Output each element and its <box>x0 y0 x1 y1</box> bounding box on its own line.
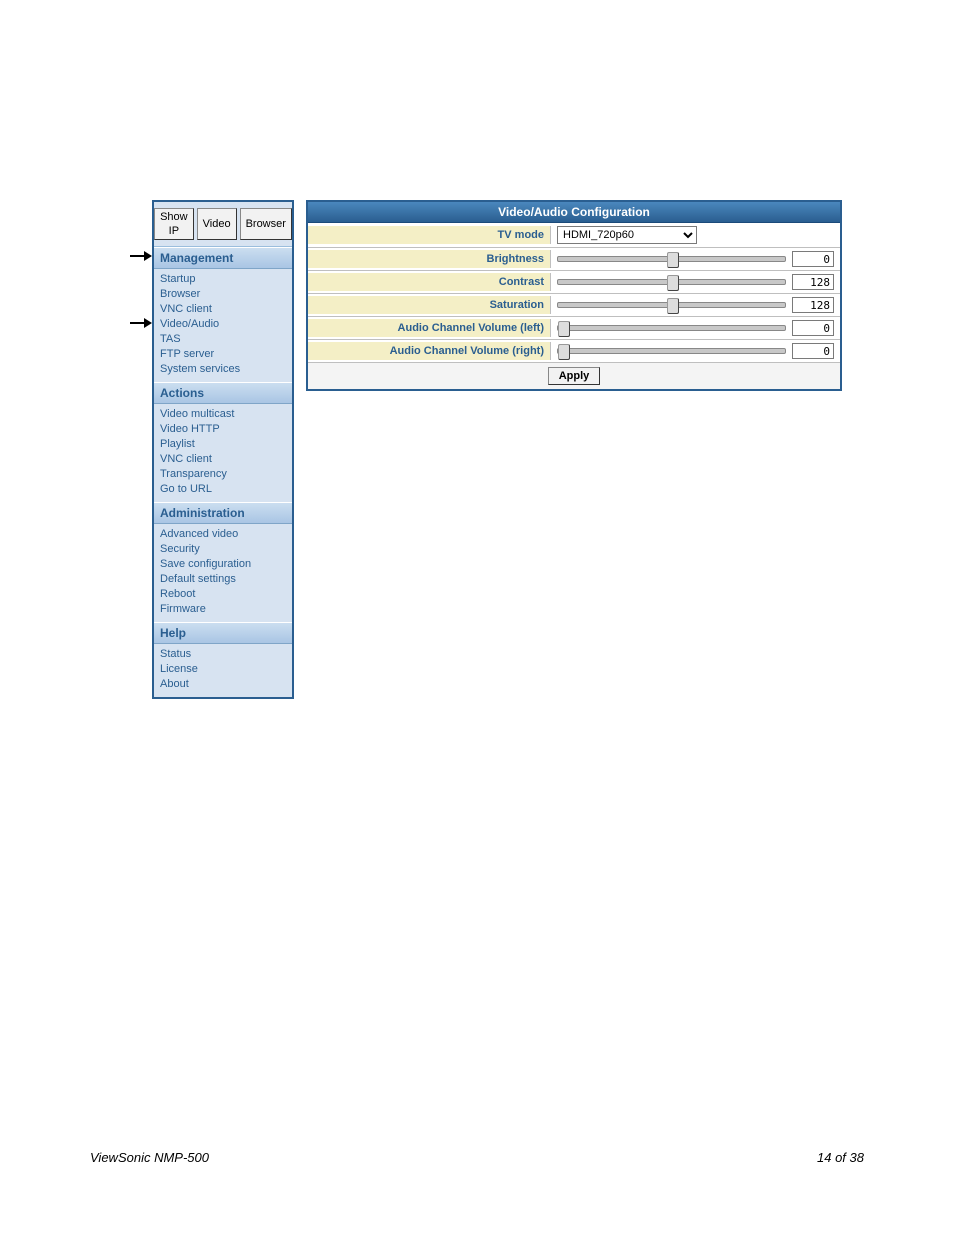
config-row-tv-mode: TV mode HDMI_720p60 <box>308 223 840 248</box>
sidebar-section-body-help: StatusLicenseAbout <box>154 644 292 697</box>
sidebar-item-license[interactable]: License <box>160 662 286 677</box>
sidebar-section-header-administration: Administration <box>154 502 292 524</box>
sidebar-section-body-actions: Video multicastVideo HTTPPlaylistVNC cli… <box>154 404 292 502</box>
sidebar-item-security[interactable]: Security <box>160 542 286 557</box>
sidebar-item-go-to-url[interactable]: Go to URL <box>160 482 286 497</box>
sidebar-top-button-video[interactable]: Video <box>197 208 237 240</box>
slider-thumb[interactable] <box>667 252 679 268</box>
slider-value-input[interactable] <box>792 320 834 336</box>
pointer-arrow <box>130 251 152 261</box>
sidebar-item-advanced-video[interactable]: Advanced video <box>160 527 286 542</box>
sidebar-item-playlist[interactable]: Playlist <box>160 437 286 452</box>
config-label: Contrast <box>308 273 551 291</box>
apply-button[interactable]: Apply <box>548 367 601 385</box>
sidebar-top-button-browser[interactable]: Browser <box>240 208 292 240</box>
sidebar-item-tas[interactable]: TAS <box>160 332 286 347</box>
sidebar-item-ftp-server[interactable]: FTP server <box>160 347 286 362</box>
slider-value-input[interactable] <box>792 251 834 267</box>
apply-row: Apply <box>308 363 840 389</box>
sidebar-item-status[interactable]: Status <box>160 647 286 662</box>
config-label: Audio Channel Volume (left) <box>308 319 551 337</box>
sidebar-item-startup[interactable]: Startup <box>160 272 286 287</box>
sidebar: Show IPVideoBrowser ManagementStartupBro… <box>152 200 294 699</box>
sidebar-item-video-http[interactable]: Video HTTP <box>160 422 286 437</box>
slider-thumb[interactable] <box>558 344 570 360</box>
video-audio-config-panel: Video/Audio Configuration TV mode HDMI_72… <box>306 200 842 391</box>
sidebar-item-firmware[interactable]: Firmware <box>160 602 286 617</box>
slider-track[interactable] <box>557 279 786 285</box>
sidebar-item-browser[interactable]: Browser <box>160 287 286 302</box>
config-row-audio-channel-volume-right-: Audio Channel Volume (right) <box>308 340 840 363</box>
sidebar-item-video-audio[interactable]: Video/Audio <box>160 317 286 332</box>
config-row-audio-channel-volume-left-: Audio Channel Volume (left) <box>308 317 840 340</box>
config-field <box>551 317 840 339</box>
slider-thumb[interactable] <box>558 321 570 337</box>
slider-thumb[interactable] <box>667 275 679 291</box>
page-footer: ViewSonic NMP-500 14 of 38 <box>90 1150 864 1165</box>
sidebar-item-video-multicast[interactable]: Video multicast <box>160 407 286 422</box>
config-label: Brightness <box>308 250 551 268</box>
config-field <box>551 248 840 270</box>
sidebar-item-reboot[interactable]: Reboot <box>160 587 286 602</box>
sidebar-item-vnc-client[interactable]: VNC client <box>160 302 286 317</box>
sidebar-section-header-actions: Actions <box>154 382 292 404</box>
sidebar-section-body-administration: Advanced videoSecuritySave configuration… <box>154 524 292 622</box>
sidebar-item-save-configuration[interactable]: Save configuration <box>160 557 286 572</box>
slider-track[interactable] <box>557 325 786 331</box>
config-label: Saturation <box>308 296 551 314</box>
config-row-contrast: Contrast <box>308 271 840 294</box>
config-label: TV mode <box>308 226 551 244</box>
slider-track[interactable] <box>557 348 786 354</box>
slider-track[interactable] <box>557 302 786 308</box>
sidebar-item-system-services[interactable]: System services <box>160 362 286 377</box>
sidebar-top-button-show-ip[interactable]: Show IP <box>154 208 194 240</box>
footer-left: ViewSonic NMP-500 <box>90 1150 209 1165</box>
sidebar-section-header-help: Help <box>154 622 292 644</box>
sidebar-section-body-management: StartupBrowserVNC clientVideo/AudioTASFT… <box>154 269 292 382</box>
slider-value-input[interactable] <box>792 274 834 290</box>
config-field <box>551 294 840 316</box>
config-field <box>551 340 840 362</box>
sidebar-item-about[interactable]: About <box>160 677 286 692</box>
sidebar-item-default-settings[interactable]: Default settings <box>160 572 286 587</box>
config-field: HDMI_720p60 <box>551 223 840 247</box>
config-field <box>551 271 840 293</box>
slider-value-input[interactable] <box>792 297 834 313</box>
sidebar-item-vnc-client[interactable]: VNC client <box>160 452 286 467</box>
config-row-saturation: Saturation <box>308 294 840 317</box>
sidebar-top-buttons: Show IPVideoBrowser <box>154 202 292 247</box>
config-label: Audio Channel Volume (right) <box>308 342 551 360</box>
slider-value-input[interactable] <box>792 343 834 359</box>
tv-mode-select[interactable]: HDMI_720p60 <box>557 226 697 244</box>
config-row-brightness: Brightness <box>308 248 840 271</box>
slider-thumb[interactable] <box>667 298 679 314</box>
panel-title: Video/Audio Configuration <box>308 202 840 223</box>
sidebar-section-header-management: Management <box>154 247 292 269</box>
slider-track[interactable] <box>557 256 786 262</box>
sidebar-item-transparency[interactable]: Transparency <box>160 467 286 482</box>
footer-right: 14 of 38 <box>817 1150 864 1165</box>
pointer-arrow <box>130 318 152 328</box>
